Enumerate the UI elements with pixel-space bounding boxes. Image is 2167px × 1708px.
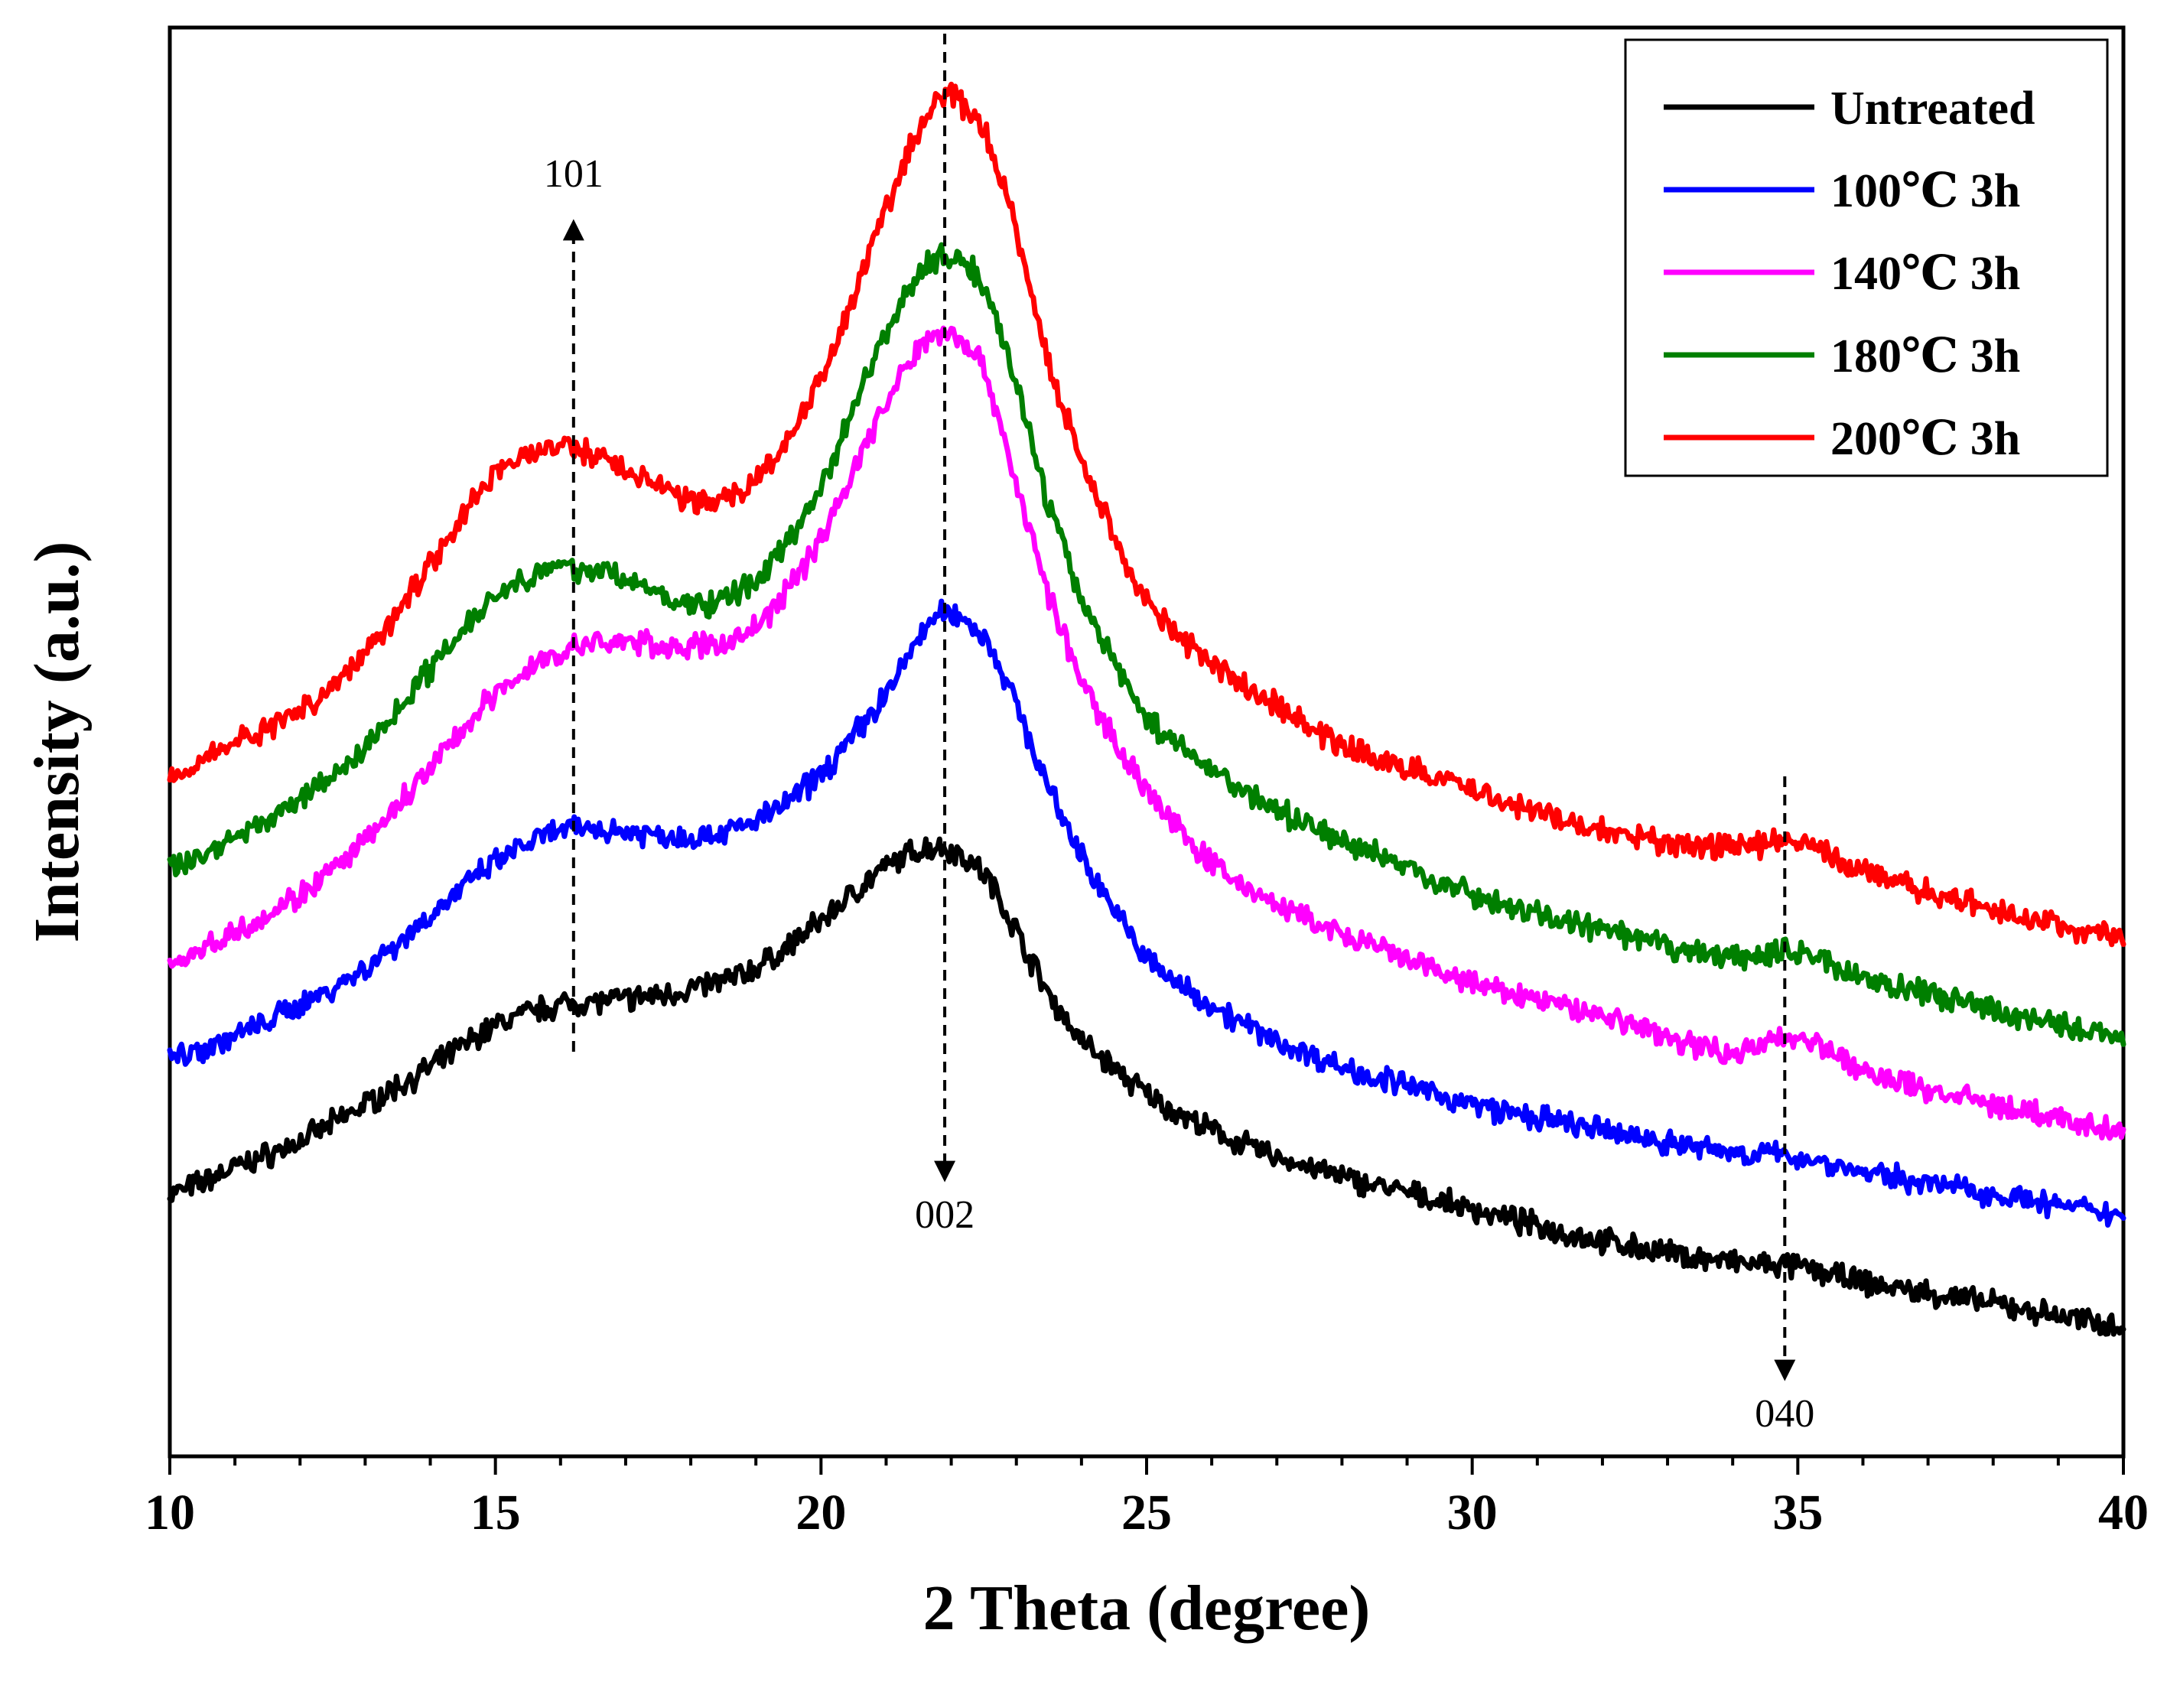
x-tick-label: 30 (1447, 1485, 1498, 1540)
series-line-4 (167, 81, 2126, 948)
legend-label-2: 140℃ 3h (1830, 248, 2020, 300)
x-tick-label: 20 (796, 1485, 846, 1540)
legend-label-0: Untreated (1830, 83, 2035, 135)
legend-label-4: 200℃ 3h (1830, 413, 2020, 465)
x-axis-title: 2 Theta (degree) (923, 1573, 1371, 1644)
x-tick-label: 40 (2098, 1485, 2149, 1540)
series-line-3 (167, 242, 2126, 1047)
legend-box (1624, 38, 2109, 477)
series-group (167, 81, 2126, 1337)
x-tick-label: 10 (145, 1485, 195, 1540)
series-line-2 (167, 325, 2126, 1141)
y-axis-title: Intensity (a.u.) (21, 541, 93, 942)
x-tick-label: 25 (1121, 1485, 1172, 1540)
series-line-1 (167, 598, 2126, 1228)
legend: Untreated 100℃ 3h 140℃ 3h 180℃ 3h 200℃ 3h (1624, 38, 2109, 477)
legend-label-1: 100℃ 3h (1830, 165, 2020, 217)
series-line-0 (167, 836, 2126, 1337)
legend-label-3: 180℃ 3h (1830, 330, 2020, 382)
x-tick-label: 35 (1772, 1485, 1823, 1540)
peak-annotations: 101 002 040 (544, 34, 1814, 1436)
x-axis-ticks: 10 15 20 25 30 35 40 (145, 1456, 2149, 1540)
annotation-label-040: 040 (1755, 1392, 1814, 1436)
annotation-label-002: 002 (915, 1193, 974, 1237)
annotation-label-101: 101 (544, 152, 604, 196)
x-tick-label: 15 (470, 1485, 521, 1540)
